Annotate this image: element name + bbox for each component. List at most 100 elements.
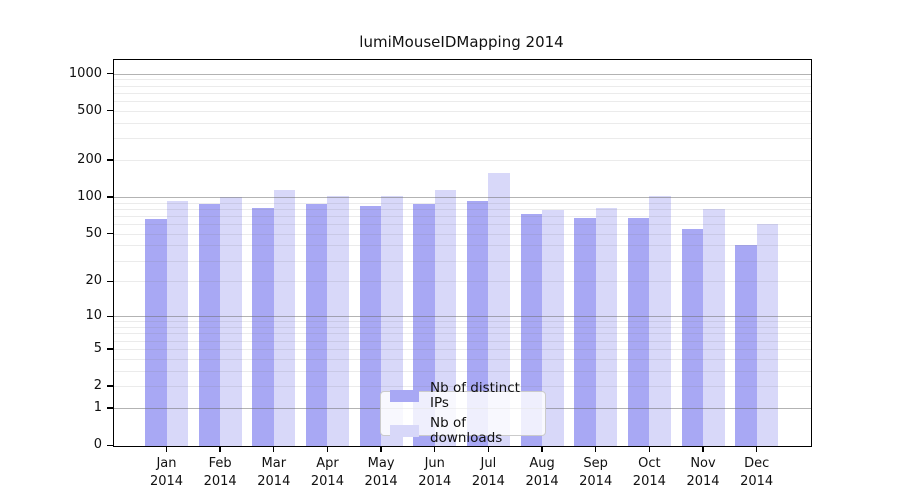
y-tick-label: 200 [77,151,102,167]
y-tick-label: 500 [77,102,102,118]
grid-line-minor [114,340,811,342]
grid-line-minor [114,85,811,87]
bar-distinct-ips-apr [305,203,328,446]
bar-distinct-ips-may [359,206,382,446]
bar-downloads-nov [703,208,725,446]
grid-line-minor [114,327,811,329]
grid-line-major [114,73,811,75]
grid-line-minor [114,92,811,94]
x-tick-mark [755,446,758,452]
grid-line-minor [114,138,811,140]
y-tick-mark [107,110,114,112]
legend-swatch-downloads [390,425,419,437]
bar-downloads-dec [756,224,779,446]
x-tick-mark [165,446,168,452]
y-tick-mark [107,196,114,198]
x-tick-mark [434,446,436,452]
bar-downloads-sep [595,207,618,446]
x-tick-mark [595,446,597,452]
x-tick-mark [380,446,382,452]
bar-downloads-apr [327,196,349,446]
y-tick-mark [107,280,114,283]
grid-line-minor [114,215,811,217]
grid-line-minor [114,202,811,204]
x-tick-mark [541,446,543,452]
legend-row: Nb of distinct IPs [387,381,539,411]
bar-distinct-ips-jun [413,203,435,446]
grid-line-minor [114,370,811,372]
bar-distinct-ips-mar [252,208,274,446]
x-tick-label-mar: Mar 2014 [257,456,291,489]
x-tick-label-jan: Jan 2014 [149,456,184,489]
x-tick-label-dec: Dec 2014 [740,456,774,489]
y-tick-mark [107,385,114,387]
y-tick-mark [107,348,114,350]
grid-line-minor [114,386,811,388]
bar-distinct-ips-jul [466,200,489,446]
y-tick-mark [107,159,114,161]
plot-area: 0 1 2 5 10 20 50 100 200 500 1000 Jan 2014 Feb 2014… [69,59,812,489]
grid-line-minor [114,208,811,210]
bar-distinct-ips-feb [198,203,221,446]
y-tick-label: 20 [85,273,102,289]
y-tick-mark [107,233,114,235]
grid-line-minor [114,224,811,226]
y-tick-label: 1 [93,400,102,415]
x-tick-mark [326,446,329,452]
grid-line-major [114,316,811,318]
legend-row: Nb of downloads [387,416,539,446]
legend-label-distinct-ips: Nb of distinct IPs [430,380,520,411]
bar-distinct-ips-oct [627,218,650,446]
x-tick-label-sep: Sep 2014 [579,456,613,489]
bar-downloads-may [381,195,403,446]
grid-line-minor [114,321,811,323]
bar-downloads-mar [273,189,296,446]
grid-line-minor [114,245,811,247]
x-tick-label-jun: Jun 2014 [418,456,452,489]
x-tick-label-aug: Aug 2014 [525,456,559,489]
grid-line-minor [114,100,811,102]
y-tick-mark [107,407,114,409]
x-tick-mark [648,446,651,452]
y-tick-label: 100 [77,188,102,204]
y-tick-label: 1000 [68,65,102,81]
legend: Nb of distinct IPs Nb of downloads [380,381,546,446]
grid-line-minor [114,122,811,124]
x-tick-label-jul: Jul 2014 [471,456,505,489]
y-tick-mark [107,72,114,75]
grid-line-major [114,196,811,198]
y-tick-label: 50 [85,225,102,241]
x-tick-label-feb: Feb 2014 [203,456,237,489]
legend-swatch-distinct-ips [390,390,419,402]
bar-distinct-ips-sep [574,218,596,446]
bar-downloads-oct [649,196,671,446]
y-tick-label: 10 [85,308,102,324]
x-tick-label-oct: Oct 2014 [632,456,666,489]
grid-line-minor [114,348,811,350]
x-tick-mark [702,446,704,452]
bar-distinct-ips-nov [681,228,703,446]
x-tick-label-may: May 2014 [364,456,398,489]
grid-line-minor [114,79,811,81]
grid-line-minor [114,281,811,283]
bar-distinct-ips-aug [520,214,543,446]
y-tick-label: 5 [93,340,102,356]
bar-distinct-ips-jan [145,219,167,446]
x-tick-label-nov: Nov 2014 [686,456,720,489]
bar-downloads-jun [434,190,457,446]
y-tick-mark [107,315,114,317]
grid-line-minor [114,358,811,360]
grid-line-minor [114,110,811,112]
bar-distinct-ips-dec [735,245,757,446]
x-tick-mark [219,446,221,452]
grid-line-minor [114,159,811,161]
bar-downloads-jan [166,200,188,446]
bar-downloads-aug [542,209,564,446]
bar-downloads-feb [220,196,242,446]
grid-line-minor [114,260,811,262]
legend-label-downloads: Nb of downloads [430,415,503,446]
grid-line-minor [114,233,811,235]
x-tick-mark [273,446,275,452]
y-tick-label: 2 [93,378,102,394]
bar-downloads-jul [488,172,510,446]
